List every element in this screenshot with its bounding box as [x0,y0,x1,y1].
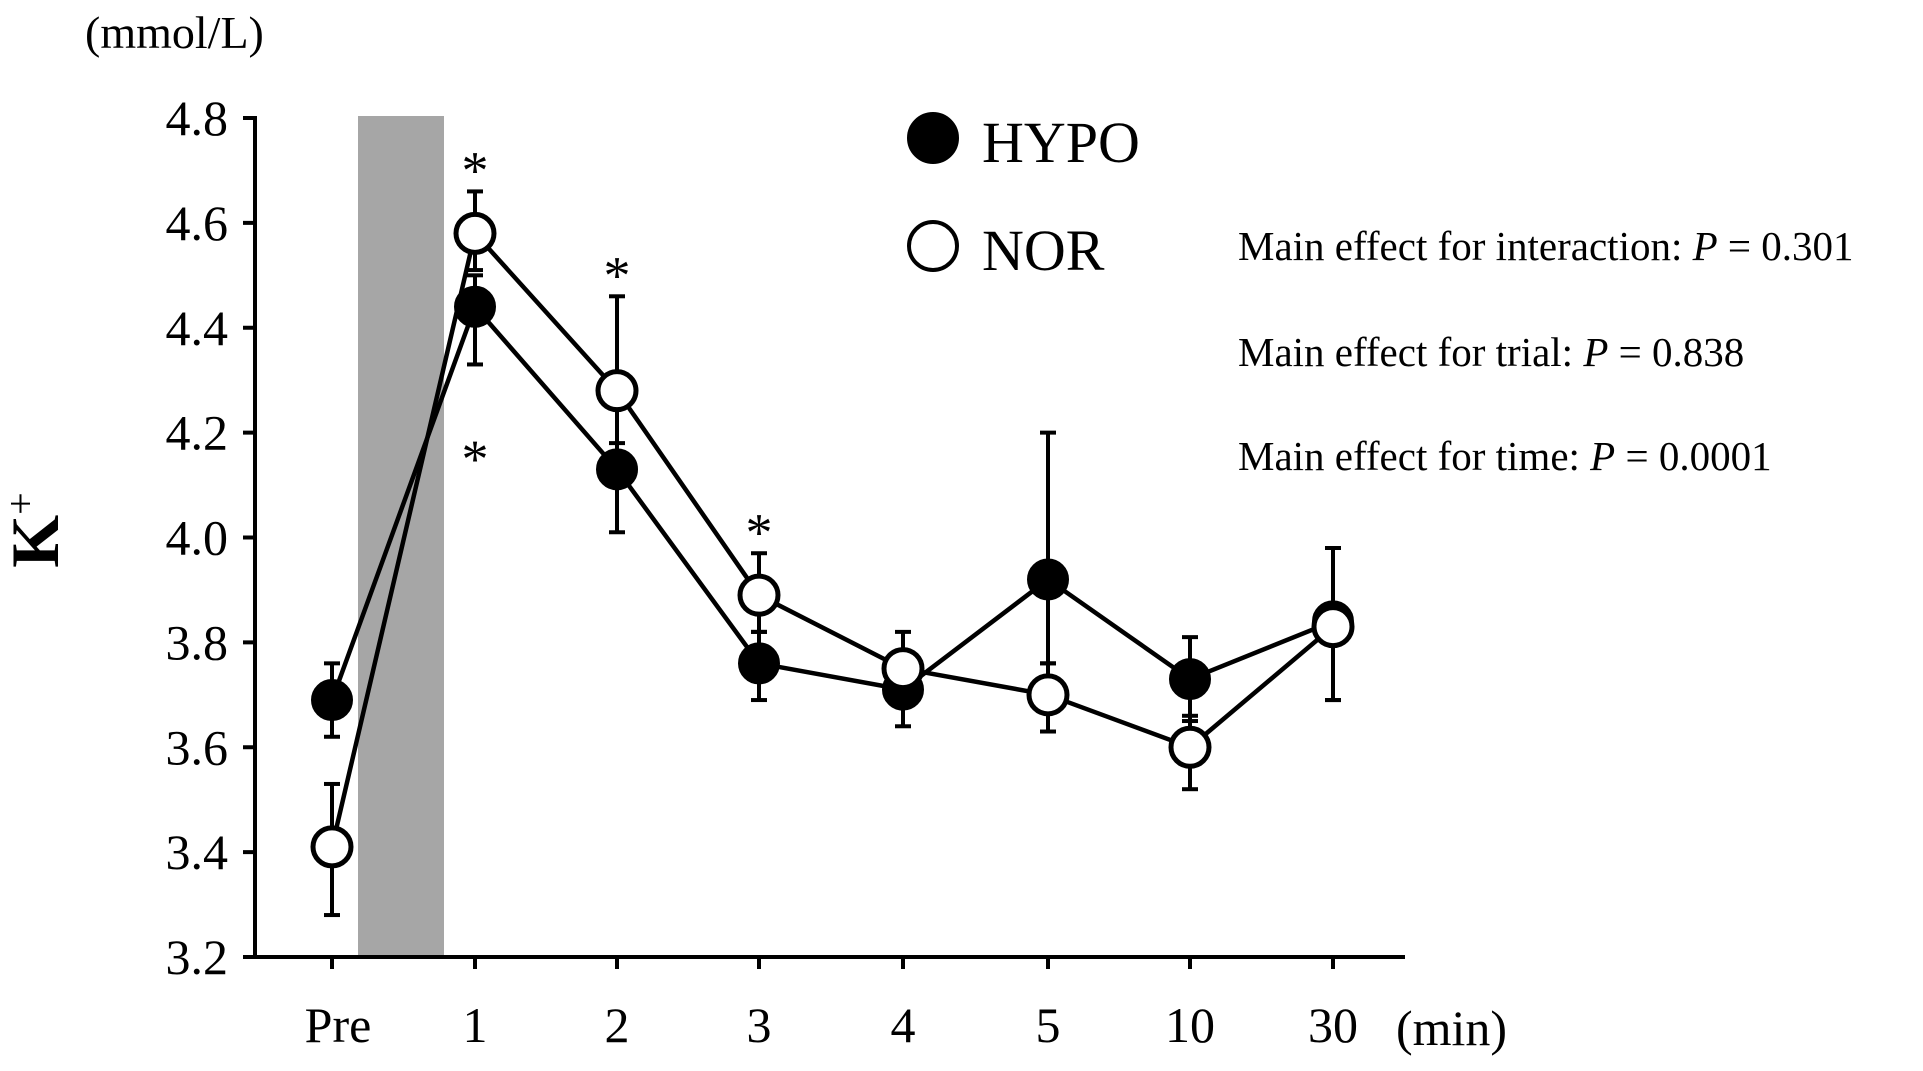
y-tick-label: 3.4 [166,824,229,880]
legend-hypo-label: HYPO [982,110,1140,175]
y-tick-label: 3.2 [166,929,229,985]
y-tick-label: 3.8 [166,614,229,670]
hypo-point [596,448,638,491]
x-tick-label: 4 [891,997,916,1053]
series-line-nor [329,231,1335,848]
stat-value: = 0.301 [1718,223,1854,269]
stat-prefix: Main effect for interaction: [1238,223,1693,269]
nor-point [310,825,354,869]
series-line-hypo [329,304,1334,701]
y-tick-label: 4.2 [166,405,229,461]
significance-marker: * [462,141,489,201]
x-tick-label: 30 [1308,997,1358,1053]
y-tick-label: 4.0 [166,510,229,566]
stat-line: Main effect for interaction: P = 0.301 [1238,223,1854,269]
stat-line: Main effect for trial: P = 0.838 [1238,329,1744,375]
stat-p: P [1692,223,1718,269]
x-tick-label: 1 [463,997,488,1053]
y-tick-label: 3.6 [166,719,229,775]
significance-marker: * [462,429,489,489]
hypo-point [1027,558,1069,601]
nor-point [1311,605,1355,649]
nor-point [1168,725,1212,769]
nor-point [1026,673,1070,717]
significance-marker: * [746,503,773,563]
x-tick-label: 5 [1036,997,1061,1053]
y-tick-label: 4.6 [166,195,229,251]
x-axis-label: (min) [1396,1000,1507,1056]
stat-value: = 0.838 [1608,329,1744,375]
stat-line: Main effect for time: P = 0.0001 [1238,433,1772,479]
hypo-point [311,679,353,722]
y-axis-label: K+ [0,492,73,567]
nor-point [595,369,639,413]
x-tick-label: Pre [305,997,372,1053]
stat-p: P [1582,329,1608,375]
x-tick-label: 2 [605,997,630,1053]
significance-marker: * [604,246,631,306]
legend-nor-marker [907,220,959,272]
y-axis-label-superscript: + [0,492,43,515]
stat-prefix: Main effect for time: [1238,433,1590,479]
y-axis-label-main: K [0,515,73,568]
x-tick-label: 3 [747,997,772,1053]
stat-value: = 0.0001 [1615,433,1771,479]
nor-point [881,647,925,691]
stat-p: P [1589,433,1615,479]
y-tick-label: 4.4 [166,300,229,356]
legend-hypo-marker [907,112,959,164]
stat-prefix: Main effect for trial: [1238,329,1583,375]
shaded-region [358,116,444,957]
hypo-point [1169,658,1211,701]
y-axis-unit: (mmol/L) [85,7,264,58]
nor-point [453,211,497,255]
legend-nor-label: NOR [982,218,1105,283]
hypo-point [738,642,780,685]
x-tick-label: 10 [1165,997,1215,1053]
nor-point [737,573,781,617]
hypo-point [454,285,496,328]
y-tick-label: 4.8 [166,90,229,146]
